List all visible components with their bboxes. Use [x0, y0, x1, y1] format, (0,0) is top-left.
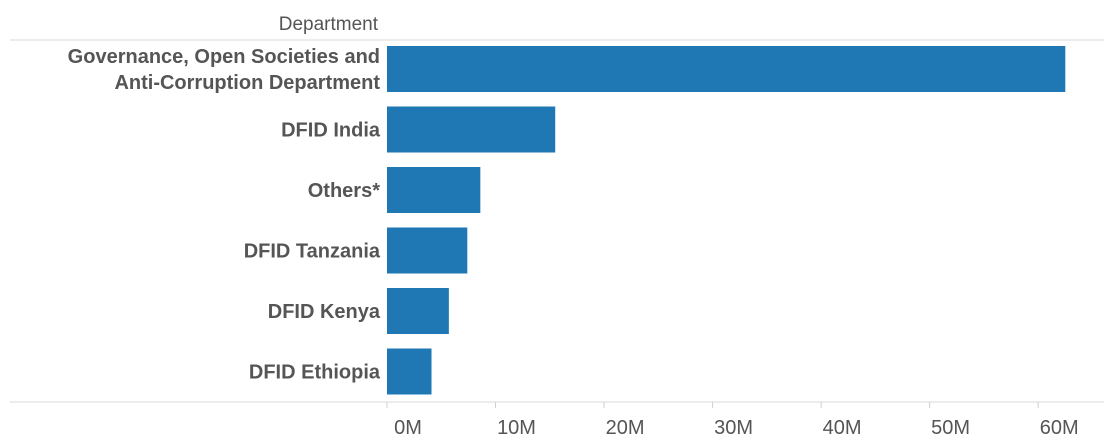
- bar-5: [387, 348, 432, 395]
- category-label-3: DFID Tanzania: [244, 241, 381, 263]
- x-tick-label-1: 10M: [497, 417, 536, 439]
- category-label-1: DFID India: [281, 120, 381, 142]
- x-tick-label-3: 30M: [714, 417, 753, 439]
- x-tick-label-6: 60M: [1040, 417, 1079, 439]
- category-label-2: Others*: [308, 180, 380, 202]
- bar-0: [387, 46, 1066, 92]
- bar-3: [387, 227, 468, 274]
- x-tick-label-0: 0M: [394, 417, 422, 439]
- bar-2: [387, 167, 481, 213]
- category-label-5: DFID Ethiopia: [249, 362, 381, 384]
- category-label-0-line-1: Anti-Corruption Department: [114, 72, 380, 94]
- category-labels-group: Governance, Open Societies and Anti-Corru…: [68, 46, 381, 384]
- x-axis-ticks-group: 0M 10M 20M 30M 40M 50M 60M: [386, 402, 1079, 439]
- x-tick-label-4: 40M: [823, 417, 862, 439]
- bars-group: [387, 46, 1066, 395]
- category-label-0-line-0: Governance, Open Societies and: [68, 46, 380, 68]
- category-label-4: DFID Kenya: [268, 301, 381, 323]
- bar-4: [387, 288, 449, 334]
- x-tick-label-2: 20M: [606, 417, 645, 439]
- x-tick-label-5: 50M: [931, 417, 970, 439]
- bar-1: [387, 106, 556, 153]
- header-department-label: Department: [279, 14, 379, 35]
